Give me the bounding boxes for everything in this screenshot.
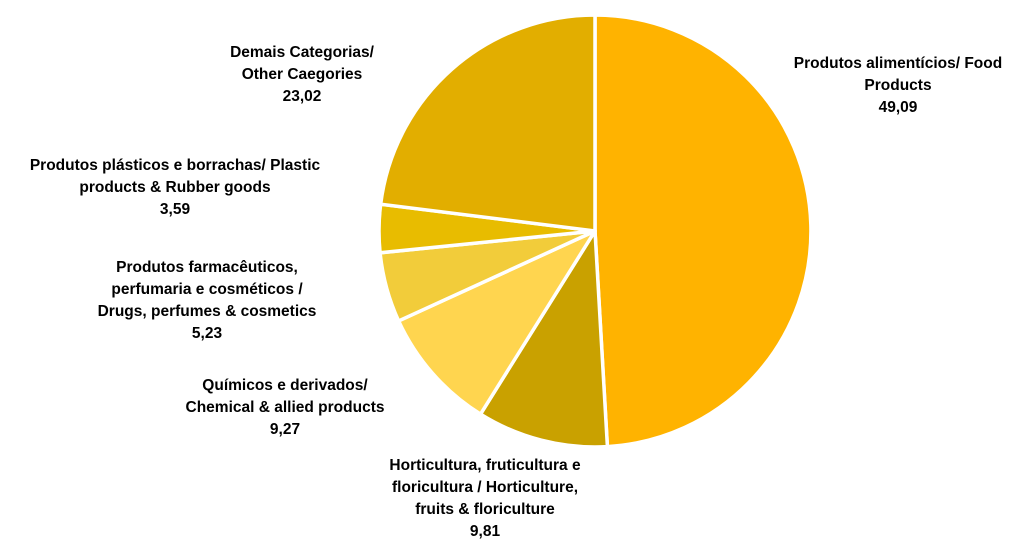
pie-slice-1 xyxy=(593,13,813,449)
slice-label-4: Produtos farmacêuticos, perfumaria e cosm… xyxy=(98,259,317,342)
slice-label-6: Demais Categorias/Other Caegories 23,02 xyxy=(230,44,375,105)
slice-category-label: Produtos farmacêuticos, xyxy=(116,259,298,276)
slice-category-label: Products xyxy=(864,77,931,94)
slice-label-3: Químicos e derivados/Chemical & allied p… xyxy=(186,377,385,438)
slice-category-label: Horticultura, fruticultura e xyxy=(389,457,581,474)
slice-category-label: Demais Categorias/ xyxy=(230,44,375,61)
slice-value-label: 9,27 xyxy=(270,421,300,438)
slice-category-label: Drugs, perfumes & cosmetics xyxy=(98,303,317,320)
slice-category-label: Chemical & allied products xyxy=(186,399,385,416)
slice-label-1: Produtos alimentícios/ Food Products 49,09 xyxy=(794,55,1002,116)
slice-value-label: 49,09 xyxy=(879,99,918,116)
pie-labels: Produtos alimentícios/ Food Products 49,09… xyxy=(30,44,1002,540)
slice-label-2: Horticultura, fruticultura e floricultura… xyxy=(389,457,581,540)
slice-category-label: fruits & floriculture xyxy=(415,501,555,518)
slice-value-label: 23,02 xyxy=(283,88,322,105)
pie-slice-6 xyxy=(378,13,597,233)
slice-category-label: Other Caegories xyxy=(242,66,363,83)
slice-category-label: Produtos plásticos e borrachas/ Plastic xyxy=(30,157,321,174)
slice-value-label: 9,81 xyxy=(470,523,501,540)
slice-category-label: Químicos e derivados/ xyxy=(202,377,368,394)
slice-category-label: products & Rubber goods xyxy=(79,179,270,196)
slice-category-label: Produtos alimentícios/ Food xyxy=(794,55,1002,72)
pie-slice-3 xyxy=(396,229,597,416)
slice-category-label: floricultura / Horticulture, xyxy=(392,479,578,496)
slice-label-5: Produtos plásticos e borrachas/ Plastic p… xyxy=(30,157,321,218)
slice-value-label: 5,23 xyxy=(192,325,223,342)
slice-value-label: 3,59 xyxy=(160,201,191,218)
pie-slices xyxy=(377,13,813,449)
pie-slice-2 xyxy=(478,229,610,449)
slice-category-label: perfumaria e cosméticos / xyxy=(111,281,303,298)
